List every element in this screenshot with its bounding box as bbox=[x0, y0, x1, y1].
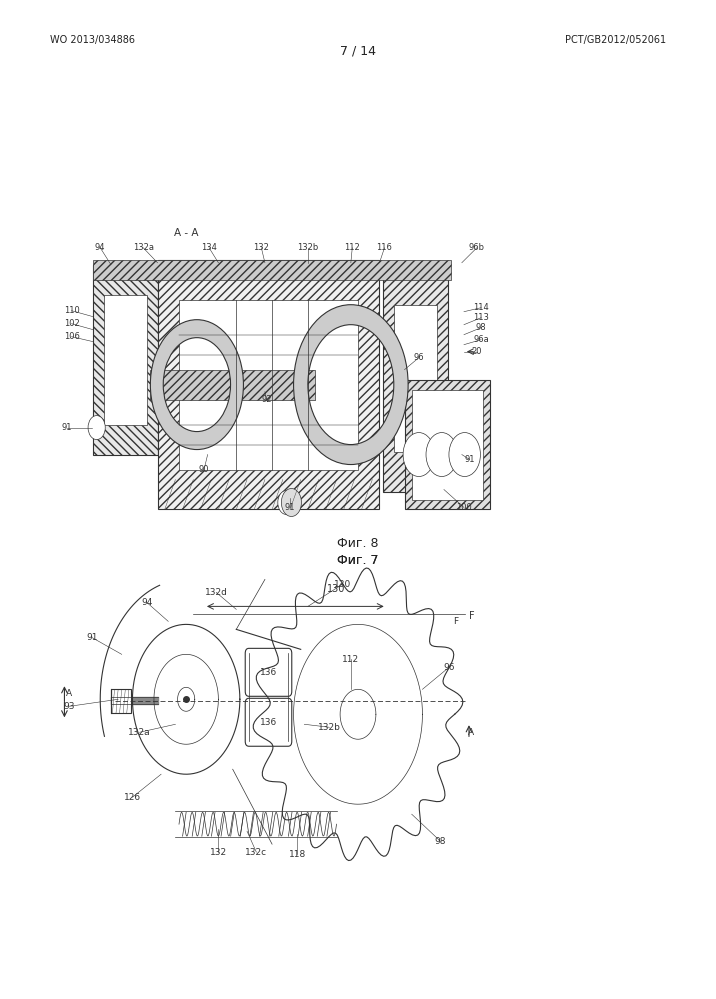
Circle shape bbox=[449, 433, 480, 477]
Text: 96: 96 bbox=[414, 353, 424, 363]
Circle shape bbox=[88, 416, 105, 440]
Text: 90: 90 bbox=[199, 465, 209, 475]
Text: F: F bbox=[469, 611, 475, 621]
Text: A: A bbox=[67, 688, 72, 698]
Text: 132a: 132a bbox=[132, 243, 154, 253]
Bar bbox=[158, 260, 379, 509]
Text: 136: 136 bbox=[260, 667, 277, 677]
Text: 118: 118 bbox=[289, 849, 306, 859]
Text: 96b: 96b bbox=[469, 243, 485, 253]
Bar bbox=[383, 265, 448, 492]
Text: 132: 132 bbox=[210, 847, 227, 857]
Text: 91: 91 bbox=[62, 423, 72, 433]
Text: 20: 20 bbox=[472, 347, 482, 357]
Bar bbox=[93, 265, 158, 455]
Text: 98: 98 bbox=[435, 836, 446, 846]
Text: 94: 94 bbox=[141, 597, 153, 607]
Text: 132b: 132b bbox=[318, 722, 341, 732]
Text: 136: 136 bbox=[260, 717, 277, 727]
Text: 134: 134 bbox=[201, 243, 217, 253]
Text: 132a: 132a bbox=[128, 727, 151, 737]
FancyBboxPatch shape bbox=[245, 648, 292, 696]
Text: 110: 110 bbox=[64, 306, 79, 316]
Text: 132: 132 bbox=[253, 243, 269, 253]
Circle shape bbox=[281, 489, 301, 516]
Text: Фиг. 7: Фиг. 7 bbox=[337, 554, 379, 567]
Text: 102: 102 bbox=[64, 319, 79, 329]
Text: A - A: A - A bbox=[174, 228, 198, 238]
Text: 132c: 132c bbox=[246, 847, 267, 857]
Bar bbox=[412, 390, 483, 500]
Text: 114: 114 bbox=[473, 303, 489, 313]
Text: 132b: 132b bbox=[297, 243, 319, 253]
Text: Фиг. 8: Фиг. 8 bbox=[337, 537, 379, 550]
Wedge shape bbox=[150, 320, 243, 450]
Text: 130: 130 bbox=[327, 584, 346, 594]
Text: 130: 130 bbox=[334, 579, 351, 589]
Text: 106: 106 bbox=[64, 332, 79, 342]
Text: 92: 92 bbox=[261, 395, 271, 405]
Bar bbox=[179, 300, 358, 470]
Text: 112: 112 bbox=[344, 243, 360, 253]
Text: A: A bbox=[468, 727, 474, 737]
Bar bbox=[405, 380, 490, 509]
Text: 96: 96 bbox=[443, 662, 455, 672]
Text: 96a: 96a bbox=[473, 335, 489, 345]
Text: WO 2013/034886: WO 2013/034886 bbox=[50, 35, 135, 45]
Text: 93: 93 bbox=[64, 701, 75, 711]
Bar bbox=[394, 305, 437, 452]
Text: PCT/GB2012/052061: PCT/GB2012/052061 bbox=[565, 35, 666, 45]
Bar bbox=[150, 370, 315, 400]
Text: Фиг. 7: Фиг. 7 bbox=[337, 554, 379, 567]
Wedge shape bbox=[294, 305, 408, 465]
Circle shape bbox=[278, 491, 295, 514]
Text: 91: 91 bbox=[465, 455, 475, 465]
Text: 113: 113 bbox=[473, 313, 489, 323]
Text: 7 / 14: 7 / 14 bbox=[340, 45, 376, 58]
Text: 112: 112 bbox=[342, 654, 359, 664]
FancyBboxPatch shape bbox=[111, 689, 131, 713]
Bar bbox=[104, 295, 147, 425]
Text: 91: 91 bbox=[86, 632, 97, 642]
Circle shape bbox=[403, 433, 435, 477]
Text: 126: 126 bbox=[124, 792, 141, 802]
Text: F: F bbox=[453, 616, 458, 626]
Circle shape bbox=[426, 433, 458, 477]
Text: 94: 94 bbox=[95, 243, 105, 253]
Text: 91: 91 bbox=[285, 502, 295, 512]
Bar bbox=[93, 260, 451, 280]
Text: 98: 98 bbox=[476, 323, 486, 333]
Text: 132d: 132d bbox=[205, 587, 228, 597]
Text: 116: 116 bbox=[377, 243, 392, 253]
FancyBboxPatch shape bbox=[245, 698, 292, 746]
Text: 100: 100 bbox=[456, 502, 472, 512]
